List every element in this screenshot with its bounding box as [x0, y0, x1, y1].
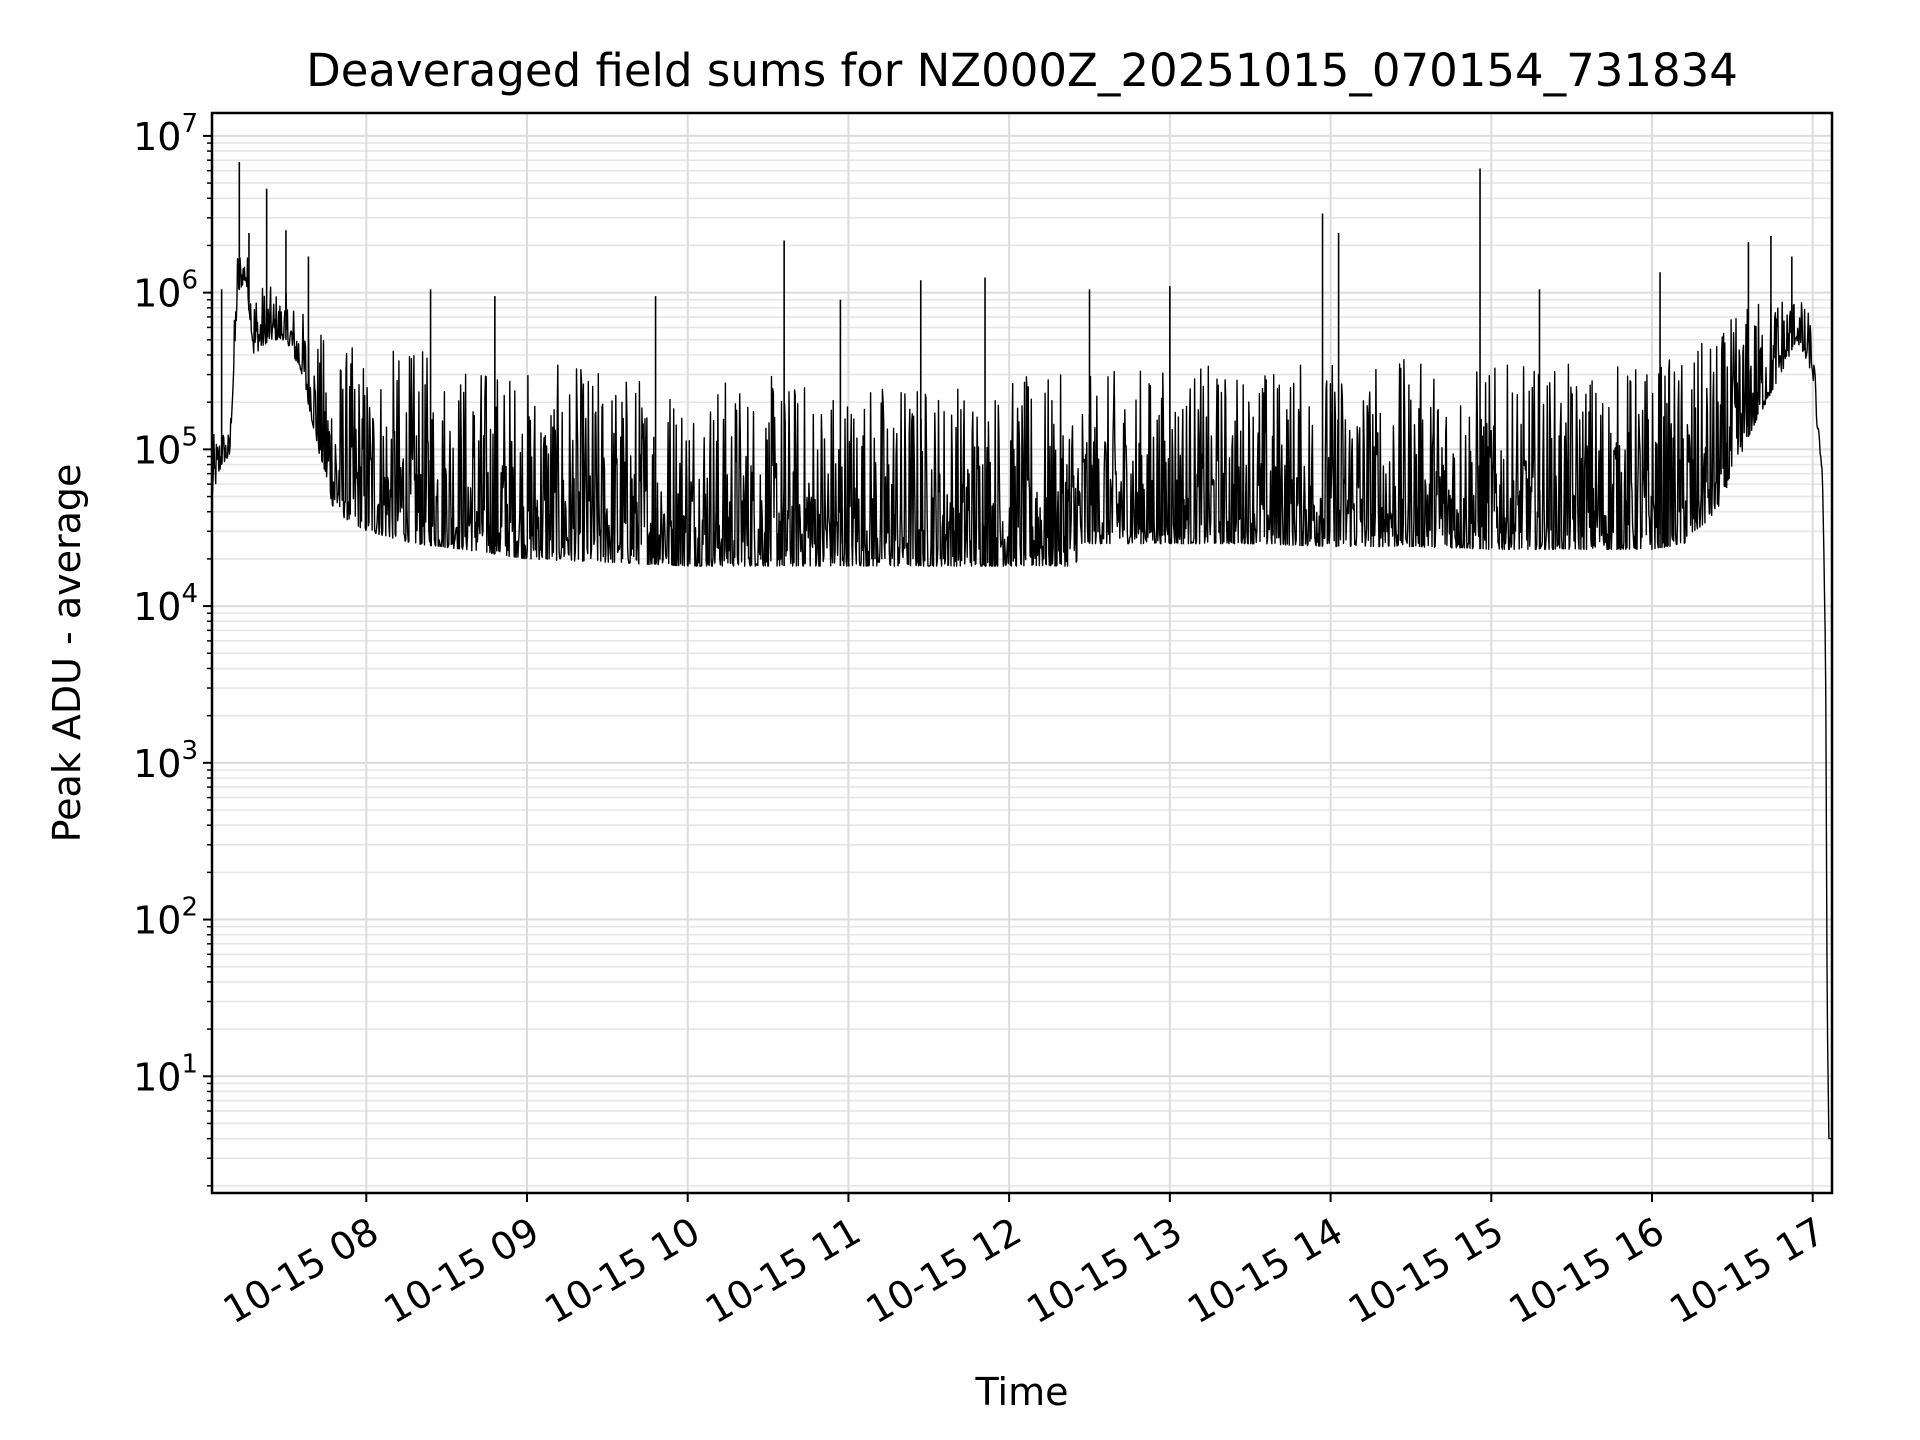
y-tick-label-exponent: 5	[181, 422, 198, 452]
y-tick-label-base: 10	[133, 115, 181, 159]
y-tick-label-exponent: 1	[181, 1049, 198, 1079]
y-tick-label-base: 10	[133, 1055, 181, 1099]
y-tick-label: 105	[133, 422, 198, 472]
y-tick-label-exponent: 7	[181, 109, 198, 139]
y-tick-label-base: 10	[133, 428, 181, 472]
y-tick-label-base: 10	[133, 272, 181, 316]
y-axis-label: Peak ADU - average	[45, 464, 89, 843]
y-tick-label-base: 10	[133, 742, 181, 786]
y-tick-label-exponent: 2	[181, 893, 198, 923]
series-line	[211, 257, 1833, 1140]
y-tick-label-exponent: 3	[181, 736, 198, 766]
major-gridlines	[212, 113, 1832, 1193]
y-tick-label: 101	[133, 1049, 198, 1099]
y-tick-label-base: 10	[133, 585, 181, 629]
chart-title: Deaveraged field sums for NZ000Z_2025101…	[306, 44, 1738, 97]
data-series-peak-adu	[211, 162, 1833, 1140]
x-axis-label: Time	[975, 1370, 1069, 1414]
y-tick-label: 103	[133, 736, 198, 786]
y-tick-label: 107	[133, 109, 198, 159]
minor-gridlines	[212, 142, 1832, 1187]
y-tick-label-exponent: 6	[181, 266, 198, 296]
y-tick-label-base: 10	[133, 899, 181, 943]
y-tick-label-exponent: 4	[181, 579, 198, 609]
y-tick-label: 106	[133, 266, 198, 316]
y-tick-label: 104	[133, 579, 198, 629]
y-tick-label: 102	[133, 893, 198, 943]
